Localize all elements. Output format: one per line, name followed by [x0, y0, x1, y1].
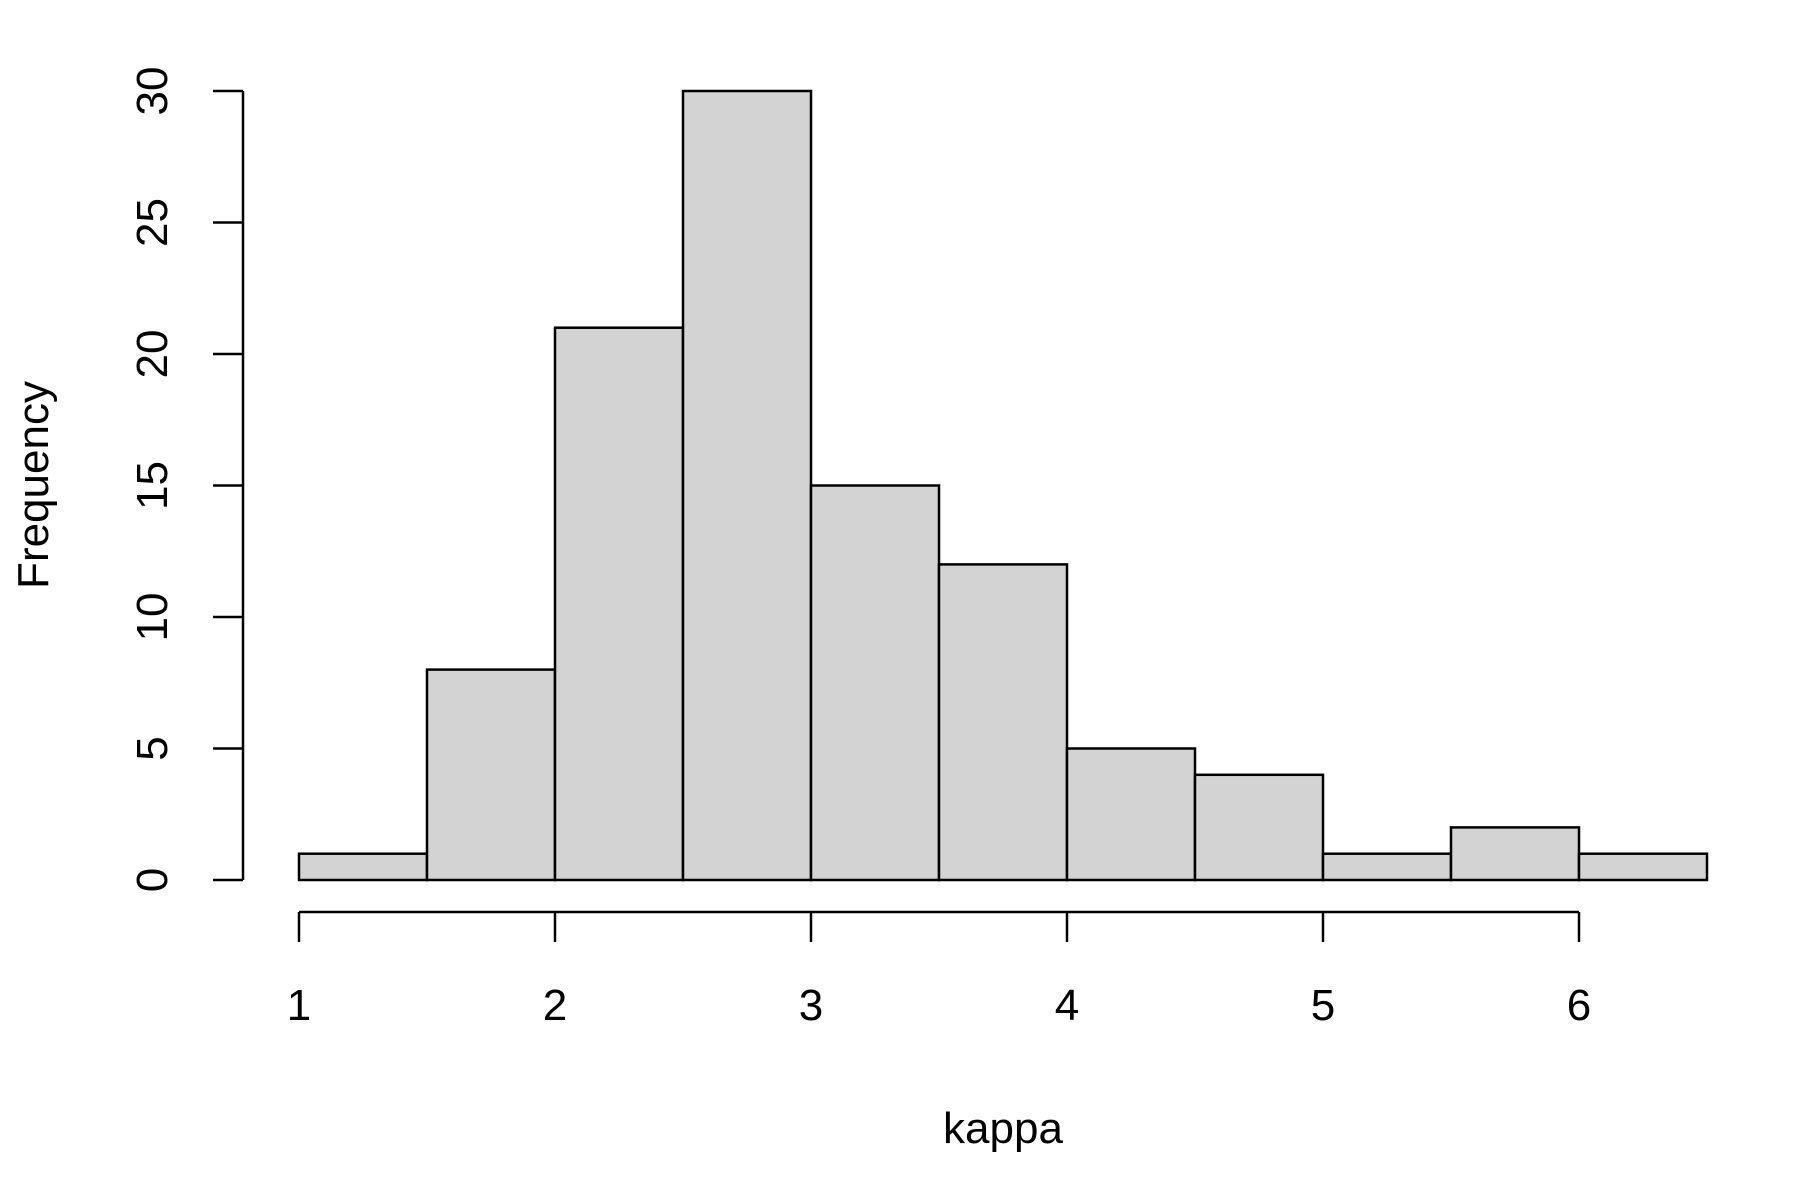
histogram-bar: [1321, 852, 1453, 882]
x-tick-label: 3: [799, 981, 823, 1030]
x-tick-label: 1: [287, 981, 311, 1030]
histogram-bar: [809, 484, 941, 882]
histogram-bar: [681, 89, 813, 882]
histogram-bar: [1449, 826, 1581, 882]
x-tick-label: 4: [1055, 981, 1079, 1030]
histogram-bars: [297, 89, 1709, 882]
x-axis-title: kappa: [943, 1104, 1063, 1153]
y-axis-title: Frequency: [9, 381, 58, 589]
y-tick-label: 30: [128, 67, 177, 116]
y-tick-label: 15: [128, 461, 177, 510]
histogram-bar: [553, 326, 685, 882]
histogram-bar: [1065, 747, 1197, 882]
y-tick-label: 20: [128, 330, 177, 379]
y-tick-label: 25: [128, 198, 177, 247]
histogram-bar: [1193, 773, 1325, 882]
x-axis: 1 2 3 4 5 6: [287, 910, 1591, 1030]
y-tick-label: 5: [128, 736, 177, 760]
y-tick-label: 0: [128, 868, 177, 892]
histogram-bar: [297, 852, 429, 882]
y-axis: 0 5 10 15 20 25 30: [128, 67, 245, 892]
x-tick-label: 2: [543, 981, 567, 1030]
x-tick-label: 6: [1567, 981, 1591, 1030]
histogram-bar: [425, 668, 557, 882]
y-tick-label: 10: [128, 593, 177, 642]
histogram-bar: [1577, 852, 1709, 882]
histogram-bar: [937, 563, 1069, 882]
x-tick-label: 5: [1311, 981, 1335, 1030]
